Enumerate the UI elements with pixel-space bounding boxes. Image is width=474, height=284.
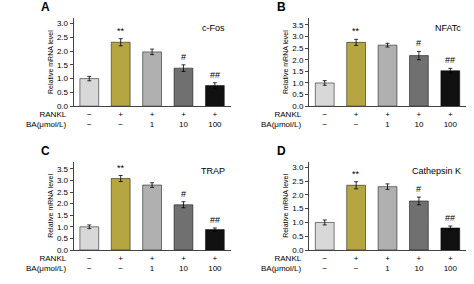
svg-text:+−: +− [118, 254, 123, 273]
svg-text:TRAP: TRAP [201, 166, 225, 176]
svg-text:Relative mRNA level: Relative mRNA level [47, 30, 54, 94]
svg-text:D: D [277, 144, 286, 158]
svg-text:2.0: 2.0 [57, 199, 69, 208]
svg-text:−−: −− [322, 254, 327, 273]
svg-text:##: ## [445, 213, 455, 223]
svg-text:2.0: 2.0 [292, 56, 304, 65]
svg-text:2.5: 2.5 [292, 44, 304, 53]
svg-text:+10: +10 [179, 110, 188, 129]
svg-text:1.5: 1.5 [57, 211, 69, 220]
svg-text:1.0: 1.0 [292, 218, 304, 227]
svg-text:3.0: 3.0 [292, 163, 304, 172]
svg-text:c-Fos: c-Fos [202, 23, 225, 33]
svg-text:**: ** [352, 26, 360, 36]
svg-text:−−: −− [87, 110, 92, 129]
svg-text:1.0: 1.0 [57, 223, 69, 232]
svg-text:A: A [41, 0, 50, 14]
svg-text:+10: +10 [179, 254, 188, 273]
svg-text:#: # [181, 52, 186, 62]
svg-text:C: C [41, 144, 50, 158]
svg-text:**: ** [352, 169, 360, 179]
svg-text:Relative mRNA level: Relative mRNA level [47, 174, 54, 238]
svg-text:Cathepsin K: Cathepsin K [412, 166, 461, 176]
svg-text:1.0: 1.0 [57, 74, 69, 83]
svg-text:RANKLBA(μmol/L): RANKLBA(μmol/L) [26, 254, 67, 273]
svg-text:3.0: 3.0 [57, 176, 69, 185]
svg-text:−−: −− [322, 110, 327, 129]
svg-text:RANKLBA(μmol/L): RANKLBA(μmol/L) [26, 110, 67, 129]
svg-text:+100: +100 [444, 110, 458, 129]
svg-text:B: B [277, 0, 286, 14]
svg-text:0.0: 0.0 [292, 102, 304, 111]
svg-text:+1: +1 [150, 110, 155, 129]
svg-text:+1: +1 [150, 254, 155, 273]
svg-text:0.0: 0.0 [57, 102, 69, 111]
svg-text:1.5: 1.5 [57, 61, 69, 70]
svg-text:##: ## [210, 215, 220, 225]
svg-text:**: ** [117, 163, 125, 173]
svg-text:0.0: 0.0 [292, 246, 304, 255]
svg-text:0.5: 0.5 [292, 90, 304, 99]
svg-text:+1: +1 [385, 110, 390, 129]
svg-text:RANKLBA(μmol/L): RANKLBA(μmol/L) [261, 254, 302, 273]
svg-text:+100: +100 [444, 254, 458, 273]
svg-text:+−: +− [354, 110, 359, 129]
svg-text:2.0: 2.0 [57, 47, 69, 56]
svg-text:1.5: 1.5 [292, 67, 304, 76]
svg-text:1.0: 1.0 [292, 79, 304, 88]
svg-text:+100: +100 [208, 254, 222, 273]
svg-text:1.5: 1.5 [292, 204, 304, 213]
svg-text:0.5: 0.5 [57, 88, 69, 97]
svg-text:0.0: 0.0 [57, 246, 69, 255]
svg-text:2.5: 2.5 [292, 177, 304, 186]
svg-text:#: # [416, 38, 421, 48]
svg-text:+10: +10 [414, 110, 423, 129]
svg-text:3.0: 3.0 [292, 32, 304, 41]
svg-text:**: ** [117, 26, 125, 36]
svg-text:+−: +− [118, 110, 123, 129]
svg-text:RANKLBA(μmol/L): RANKLBA(μmol/L) [261, 110, 302, 129]
svg-text:##: ## [210, 70, 220, 80]
svg-text:0.5: 0.5 [292, 232, 304, 241]
svg-text:2.5: 2.5 [57, 33, 69, 42]
svg-text:2.5: 2.5 [57, 188, 69, 197]
svg-text:0.5: 0.5 [57, 234, 69, 243]
svg-text:2.0: 2.0 [292, 191, 304, 200]
svg-text:+1: +1 [385, 254, 390, 273]
svg-text:#: # [181, 189, 186, 199]
svg-text:Relative mRNA level: Relative mRNA level [282, 30, 289, 94]
svg-text:##: ## [445, 55, 455, 65]
svg-text:Relative mRNA level: Relative mRNA level [282, 174, 289, 238]
svg-text:+10: +10 [414, 254, 423, 273]
svg-text:+−: +− [354, 254, 359, 273]
svg-text:#: # [416, 184, 421, 194]
svg-text:3.5: 3.5 [292, 21, 304, 30]
svg-text:−−: −− [87, 254, 92, 273]
svg-text:NFATc: NFATc [435, 23, 461, 33]
svg-text:3.5: 3.5 [57, 165, 69, 174]
svg-text:3.0: 3.0 [57, 19, 69, 28]
svg-text:+100: +100 [208, 110, 222, 129]
